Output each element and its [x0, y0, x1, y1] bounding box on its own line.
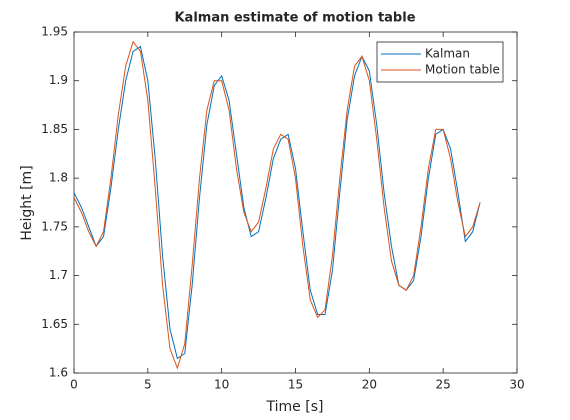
line-series	[73, 45, 481, 360]
chart-title: Kalman estimate of motion table	[174, 11, 415, 26]
x-tick-label: 15	[288, 378, 303, 392]
legend-box	[376, 41, 504, 83]
y-tick-label: 1.7	[49, 268, 68, 282]
plot-area	[73, 31, 518, 374]
y-tick-label: 1.9	[49, 73, 68, 87]
x-axis-label: Time [s]	[266, 399, 324, 415]
x-tick-label: 0	[70, 378, 78, 392]
x-tick-label: 20	[362, 378, 377, 392]
y-tick-label: 1.95	[41, 25, 68, 39]
y-tick-label: 1.65	[41, 317, 68, 331]
x-tick-label: 25	[436, 378, 451, 392]
y-tick-label: 1.75	[41, 219, 68, 233]
legend-label: Motion table	[425, 63, 500, 77]
x-tick-label: 5	[144, 378, 152, 392]
x-tick-label: 30	[509, 378, 524, 392]
legend-label: Kalman	[425, 47, 470, 61]
y-axis-label: Height [m]	[19, 165, 35, 240]
y-tick-label: 1.8	[49, 171, 68, 185]
y-tick-label: 1.6	[49, 366, 68, 380]
line-series	[73, 40, 481, 370]
x-tick-label: 10	[214, 378, 229, 392]
y-tick-label: 1.85	[41, 122, 68, 136]
